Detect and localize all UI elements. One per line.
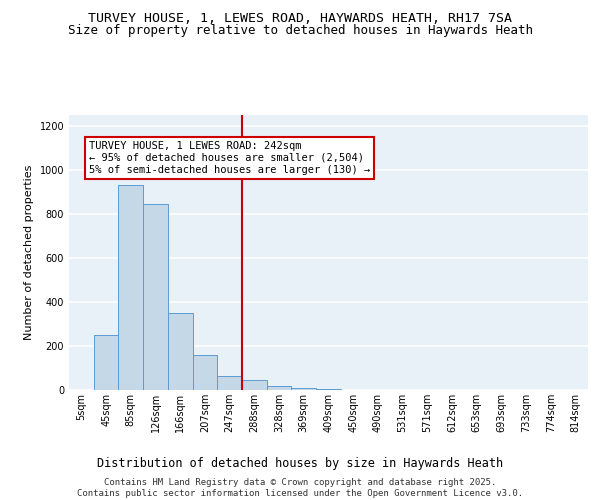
Text: TURVEY HOUSE, 1 LEWES ROAD: 242sqm
← 95% of detached houses are smaller (2,504)
: TURVEY HOUSE, 1 LEWES ROAD: 242sqm ← 95%… [89, 142, 370, 174]
Text: TURVEY HOUSE, 1, LEWES ROAD, HAYWARDS HEATH, RH17 7SA: TURVEY HOUSE, 1, LEWES ROAD, HAYWARDS HE… [88, 12, 512, 26]
Bar [292, 388, 316, 390]
Bar [217, 376, 242, 390]
Bar [94, 336, 118, 390]
Bar [242, 380, 267, 390]
Text: Distribution of detached houses by size in Haywards Heath: Distribution of detached houses by size … [97, 458, 503, 470]
Bar [168, 313, 193, 390]
Bar [143, 204, 168, 390]
Bar [193, 355, 217, 390]
Text: Size of property relative to detached houses in Haywards Heath: Size of property relative to detached ho… [67, 24, 533, 37]
Bar [118, 186, 143, 390]
Y-axis label: Number of detached properties: Number of detached properties [24, 165, 34, 340]
Bar [267, 386, 292, 390]
Text: Contains HM Land Registry data © Crown copyright and database right 2025.
Contai: Contains HM Land Registry data © Crown c… [77, 478, 523, 498]
